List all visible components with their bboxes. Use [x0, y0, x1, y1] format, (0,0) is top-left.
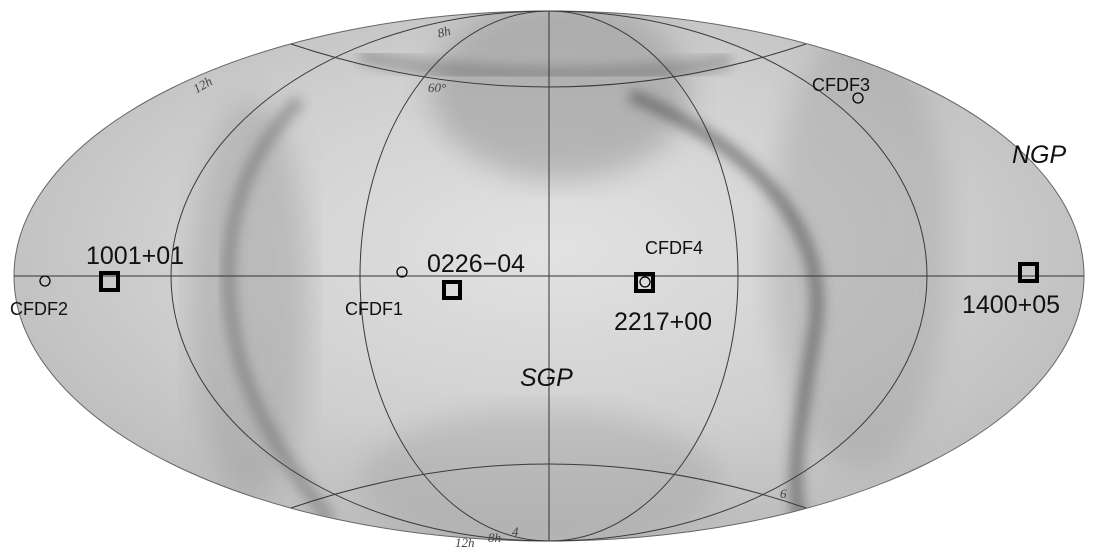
sgp-label: SGP — [520, 364, 573, 392]
field-marker-square — [634, 272, 655, 293]
ngp-label: NGP — [1012, 141, 1067, 169]
dec-label-60: 60° — [428, 80, 446, 95]
field-label: CFDF1 — [345, 299, 403, 319]
field-label: CFDF2 — [10, 299, 68, 319]
ra-label-6-right: 6 — [780, 486, 787, 501]
parallel-60-north — [290, 43, 807, 88]
meridian-outer — [170, 10, 928, 542]
field-cfdf1: CFDF1 — [345, 266, 408, 319]
field-marker-circle — [639, 276, 651, 288]
field-cfdf4: CFDF4 — [639, 238, 703, 288]
field-label: CFDF4 — [645, 238, 703, 258]
coordinate-grid — [13, 10, 1085, 542]
field-marker-square — [99, 271, 120, 292]
field-2217p00: 2217+00 — [614, 272, 712, 336]
ra-label-4-bottom: 4 — [512, 524, 519, 539]
field-cfdf3: CFDF3 — [812, 75, 870, 104]
field-label: 1400+05 — [962, 291, 1060, 319]
field-1001p01: 1001+01 — [86, 242, 184, 292]
field-label: 2217+00 — [614, 308, 712, 336]
field-cfdf2: CFDF2 — [10, 275, 68, 319]
ra-label-8h-top: 8h — [436, 23, 452, 41]
ra-label-12h-bottom: 12h — [455, 535, 475, 550]
field-label: CFDF3 — [812, 75, 870, 95]
field-marker-circle — [852, 92, 864, 104]
field-label: 1001+01 — [86, 242, 184, 270]
field-marker-square — [1018, 262, 1039, 283]
field-label: 0226−04 — [427, 250, 525, 278]
parallel-60-south — [290, 463, 807, 509]
grid-labels: 12h 8h 60° 12h 8h 4 6 — [190, 23, 787, 550]
field-0226m04: 0226−04 — [427, 250, 525, 300]
ra-label-8h-bottom: 8h — [488, 530, 501, 545]
field-marker-circle — [396, 266, 408, 278]
field-1400p05: 1400+05 — [962, 262, 1060, 319]
field-marker-square — [442, 280, 462, 300]
field-marker-circle — [39, 275, 51, 287]
